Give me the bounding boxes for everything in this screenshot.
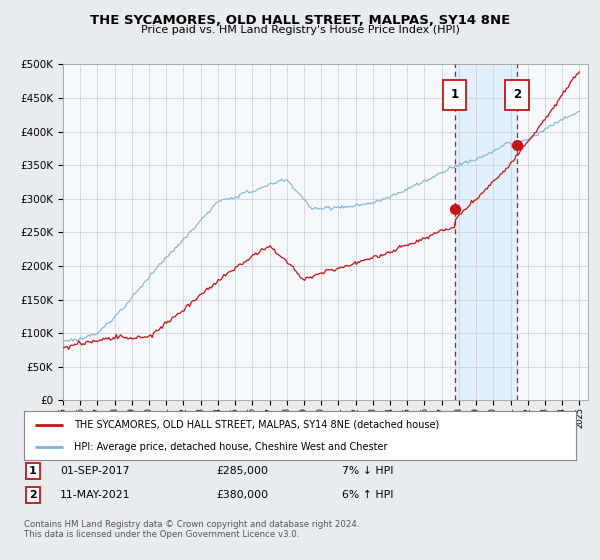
Text: £285,000: £285,000 — [216, 466, 268, 476]
Text: 6% ↑ HPI: 6% ↑ HPI — [342, 490, 394, 500]
FancyBboxPatch shape — [443, 80, 466, 110]
Text: HPI: Average price, detached house, Cheshire West and Chester: HPI: Average price, detached house, Ches… — [74, 441, 387, 451]
Text: Price paid vs. HM Land Registry's House Price Index (HPI): Price paid vs. HM Land Registry's House … — [140, 25, 460, 35]
Bar — [455, 64, 517, 400]
Text: THE SYCAMORES, OLD HALL STREET, MALPAS, SY14 8NE (detached house): THE SYCAMORES, OLD HALL STREET, MALPAS, … — [74, 420, 439, 430]
Text: 2: 2 — [29, 490, 37, 500]
Text: 11-MAY-2021: 11-MAY-2021 — [60, 490, 131, 500]
Text: £380,000: £380,000 — [216, 490, 268, 500]
Text: 7% ↓ HPI: 7% ↓ HPI — [342, 466, 394, 476]
FancyBboxPatch shape — [505, 80, 529, 110]
Text: 1: 1 — [29, 466, 37, 476]
Text: 2: 2 — [513, 88, 521, 101]
Text: Contains HM Land Registry data © Crown copyright and database right 2024.
This d: Contains HM Land Registry data © Crown c… — [24, 520, 359, 539]
Text: 1: 1 — [451, 88, 458, 101]
Text: 01-SEP-2017: 01-SEP-2017 — [60, 466, 130, 476]
Text: THE SYCAMORES, OLD HALL STREET, MALPAS, SY14 8NE: THE SYCAMORES, OLD HALL STREET, MALPAS, … — [90, 14, 510, 27]
